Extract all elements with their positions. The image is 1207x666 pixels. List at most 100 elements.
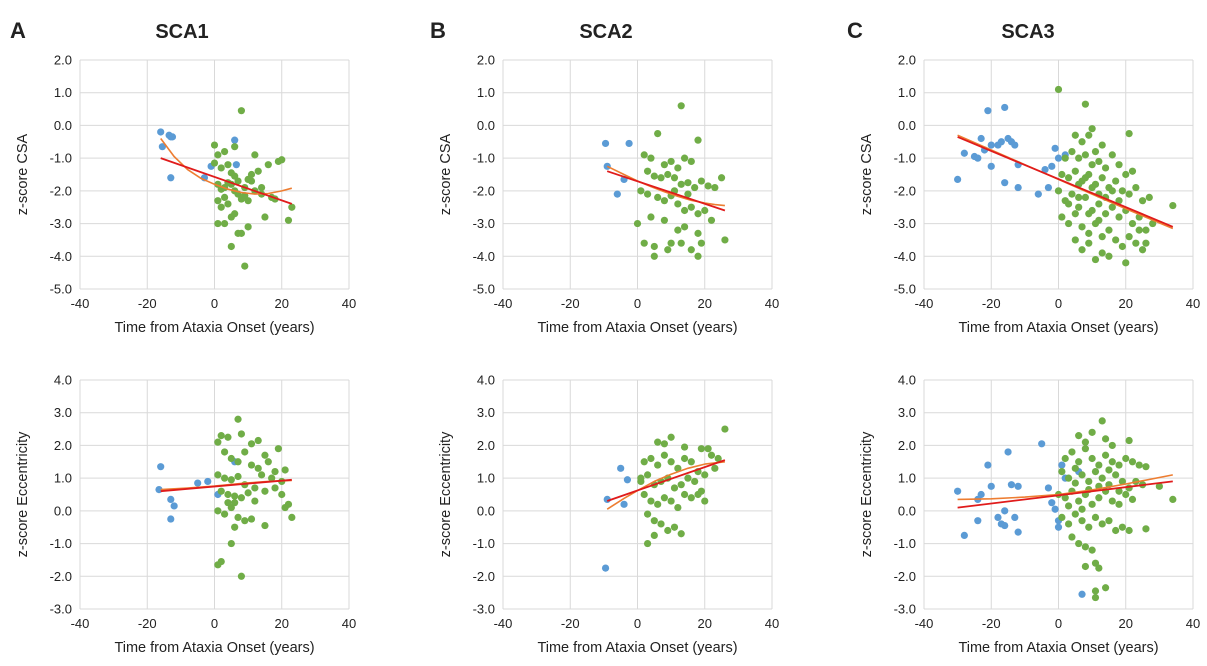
x-axis-title: Time from Ataxia Onset (years) [114, 640, 314, 656]
data-point [261, 521, 269, 530]
series-post-onset [1054, 417, 1177, 602]
data-point [701, 206, 709, 215]
y-tick-label: 4.0 [54, 373, 72, 388]
data-point [1081, 193, 1089, 201]
data-point [654, 193, 662, 201]
data-point [637, 187, 645, 195]
data-point [625, 139, 633, 148]
y-tick-label: 2.0 [477, 53, 495, 68]
data-point [660, 451, 669, 459]
x-tick-label: 20 [275, 616, 289, 631]
x-tick-label: 40 [342, 616, 356, 631]
data-point [647, 154, 655, 162]
data-point [1112, 236, 1120, 244]
x-tick-label: 0 [211, 616, 218, 631]
data-point [1105, 226, 1113, 234]
data-point [217, 432, 225, 440]
y-tick-label: -4.0 [473, 249, 495, 264]
y-tick-label: 1.0 [898, 85, 916, 100]
data-point [677, 180, 685, 188]
data-point [640, 458, 648, 466]
data-point [204, 477, 212, 486]
panel-title-sca2: SCA2 [579, 21, 632, 43]
data-point [707, 451, 716, 459]
data-point [1088, 500, 1096, 508]
data-point [1095, 157, 1103, 166]
data-point [643, 190, 652, 198]
data-point [232, 161, 240, 169]
data-point [224, 433, 232, 441]
data-point [1064, 219, 1073, 228]
data-point [674, 464, 682, 472]
data-point [680, 490, 689, 499]
data-point [231, 492, 239, 500]
data-point [1081, 151, 1089, 159]
data-point [1149, 219, 1157, 228]
y-tick-label: -1.0 [894, 536, 916, 551]
data-point [157, 128, 165, 136]
data-point [1088, 546, 1096, 554]
data-point [1108, 458, 1116, 466]
data-point [650, 531, 658, 539]
data-point [1064, 502, 1073, 510]
data-point [1014, 482, 1022, 490]
data-point [251, 151, 259, 159]
data-point [1071, 479, 1079, 487]
data-point [1088, 454, 1096, 463]
data-point [1112, 471, 1120, 479]
data-point [633, 219, 642, 228]
y-tick-label: 0.0 [54, 118, 72, 133]
data-point [1095, 461, 1103, 469]
x-tick-label: -20 [138, 616, 157, 631]
data-point [1169, 495, 1177, 504]
data-point [667, 157, 675, 166]
data-point [1051, 144, 1059, 152]
data-point [1091, 587, 1100, 595]
data-point [674, 503, 682, 512]
data-point [157, 463, 165, 471]
data-point [701, 471, 709, 479]
series-post-onset [214, 415, 296, 580]
data-point [694, 210, 702, 218]
data-point [667, 458, 675, 466]
data-point [654, 461, 662, 469]
data-point [1078, 223, 1086, 231]
data-point [660, 197, 669, 205]
data-point [643, 471, 652, 479]
linear-fit-line [160, 478, 292, 493]
data-point [167, 515, 175, 523]
data-point [1054, 85, 1063, 94]
data-point [227, 454, 235, 463]
data-point [954, 487, 962, 495]
y-tick-label: -4.0 [894, 249, 916, 264]
data-point [1098, 249, 1106, 257]
data-point [234, 458, 242, 466]
x-tick-label: 0 [1055, 296, 1062, 311]
data-point [660, 440, 669, 448]
data-point [1068, 190, 1076, 198]
data-point [1058, 468, 1066, 476]
data-point [974, 154, 982, 162]
data-point [1098, 141, 1106, 149]
x-tick-label: 0 [1055, 616, 1062, 631]
data-point [1128, 458, 1137, 466]
data-point [1115, 161, 1123, 169]
data-point [1135, 226, 1143, 234]
linear-fit-line [606, 459, 726, 502]
data-point [1058, 513, 1066, 522]
linear-fit-line [957, 480, 1173, 509]
data-point [1068, 448, 1076, 456]
data-point [1061, 454, 1069, 463]
data-point [647, 454, 655, 463]
data-point [613, 190, 621, 198]
data-point [1125, 130, 1133, 138]
y-tick-label: 1.0 [54, 85, 72, 100]
data-point [1078, 505, 1086, 513]
data-point [677, 239, 685, 247]
data-point [1061, 494, 1069, 502]
data-point [237, 430, 245, 438]
data-point [1122, 170, 1130, 179]
y-tick-label: 0.0 [477, 503, 495, 518]
data-point [1128, 219, 1137, 228]
data-point [214, 438, 222, 446]
